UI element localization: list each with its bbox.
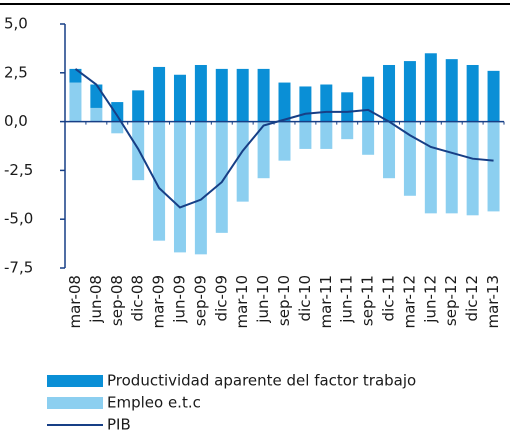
x-tick-label: mar-08 xyxy=(66,275,84,329)
legend-label: Productividad aparente del factor trabaj… xyxy=(107,372,416,390)
x-tick-label: dic-10 xyxy=(296,275,314,321)
legend-swatch xyxy=(47,397,103,409)
x-tick-label: sep-09 xyxy=(191,275,209,326)
bar xyxy=(383,64,396,122)
x-tick-label: dic-08 xyxy=(129,275,147,321)
bar xyxy=(278,82,291,122)
bar xyxy=(466,64,479,122)
bar xyxy=(445,59,458,122)
bar xyxy=(403,61,416,122)
bar xyxy=(173,74,186,122)
y-tick-label: -5,0 xyxy=(4,210,33,228)
bar xyxy=(257,68,270,122)
x-tick-label: jun-10 xyxy=(254,275,272,324)
legend-swatch xyxy=(47,375,103,387)
x-tick-label: mar-11 xyxy=(317,275,335,329)
x-tick-label: jun-12 xyxy=(421,275,439,324)
bar xyxy=(362,121,375,155)
bar xyxy=(341,121,354,140)
bar xyxy=(236,68,249,122)
bar xyxy=(362,76,375,122)
x-tick-label: dic-12 xyxy=(463,275,481,321)
y-tick-label: -2,5 xyxy=(4,161,33,179)
bar xyxy=(487,70,500,122)
bar xyxy=(445,121,458,214)
y-tick-label: 0,0 xyxy=(4,112,28,130)
bar xyxy=(383,121,396,179)
y-tick-label: -7,5 xyxy=(4,259,33,277)
bar xyxy=(215,121,228,233)
x-tick-label: mar-13 xyxy=(484,275,502,329)
bar xyxy=(487,121,500,212)
bar xyxy=(424,121,437,214)
legend-label: PIB xyxy=(107,416,131,434)
x-tick-label: sep-12 xyxy=(442,275,460,326)
x-tick-label: sep-08 xyxy=(108,275,126,326)
legend-label: Empleo e.t.c xyxy=(107,394,201,412)
bar xyxy=(173,121,186,253)
bar xyxy=(424,53,437,122)
x-tick-label: mar-12 xyxy=(400,275,418,329)
x-tick-label: dic-11 xyxy=(380,275,398,321)
bar xyxy=(111,121,124,134)
bar xyxy=(69,82,82,122)
bar xyxy=(132,90,145,122)
bar xyxy=(320,121,333,149)
x-tick-label: sep-10 xyxy=(275,275,293,326)
x-tick-label: mar-10 xyxy=(233,275,251,329)
bar xyxy=(111,102,124,122)
x-tick-label: sep-11 xyxy=(359,275,377,326)
bar xyxy=(153,66,166,122)
bar xyxy=(278,121,291,161)
bar xyxy=(90,107,103,122)
x-tick-label: dic-09 xyxy=(212,275,230,321)
bar xyxy=(194,121,207,255)
bar xyxy=(403,121,416,196)
bar xyxy=(341,92,354,122)
bar xyxy=(90,84,103,108)
x-tick-label: mar-09 xyxy=(150,275,168,329)
bar xyxy=(215,68,228,122)
bar xyxy=(466,121,479,216)
line xyxy=(74,68,494,209)
bar xyxy=(236,121,249,202)
bar xyxy=(299,121,312,149)
x-tick-label: jun-08 xyxy=(87,275,105,324)
bar xyxy=(257,121,270,179)
bar xyxy=(299,86,312,122)
bar xyxy=(194,64,207,122)
y-tick-label: 5,0 xyxy=(4,15,28,33)
bar xyxy=(153,121,166,241)
x-tick-label: jun-11 xyxy=(338,275,356,324)
x-tick-label: jun-09 xyxy=(170,275,188,324)
bar xyxy=(320,84,333,122)
y-tick-label: 2,5 xyxy=(4,63,28,81)
